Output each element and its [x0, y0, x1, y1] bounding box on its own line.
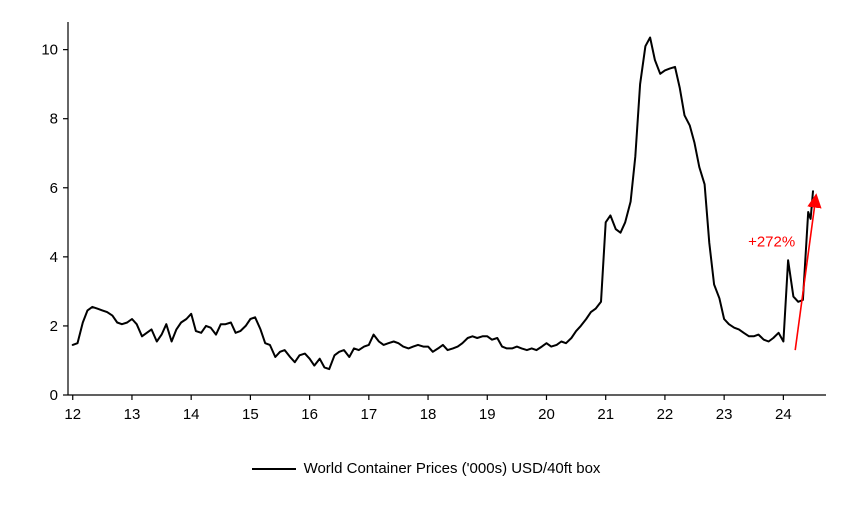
x-tick-label: 12 — [64, 406, 81, 423]
x-tick-label: 16 — [301, 406, 318, 423]
legend: World Container Prices ('000s) USD/40ft … — [0, 460, 852, 477]
y-tick-label: 4 — [50, 249, 58, 266]
x-tick-label: 13 — [124, 406, 141, 423]
y-tick-label: 6 — [50, 180, 58, 197]
x-tick-label: 17 — [360, 406, 377, 423]
x-tick-label: 22 — [657, 406, 674, 423]
legend-line-sample — [251, 467, 296, 470]
x-tick-label: 23 — [716, 406, 733, 423]
y-tick-label: 10 — [41, 42, 58, 59]
growth-arrow — [794, 193, 822, 351]
x-tick-label: 19 — [479, 406, 496, 423]
growth-annotation: +272% — [748, 233, 795, 250]
x-tick-label: 15 — [242, 406, 259, 423]
price-line — [71, 36, 814, 371]
x-tick-label: 24 — [775, 406, 792, 423]
x-tick-label: 21 — [597, 406, 614, 423]
y-tick-label: 8 — [50, 111, 58, 128]
x-tick-label: 14 — [183, 406, 200, 423]
x-tick-label: 18 — [420, 406, 437, 423]
y-tick-label: 0 — [50, 387, 58, 404]
x-tick-label: 20 — [538, 406, 555, 423]
legend-label: World Container Prices ('000s) USD/40ft … — [303, 460, 601, 477]
y-tick-label: 2 — [50, 318, 58, 335]
